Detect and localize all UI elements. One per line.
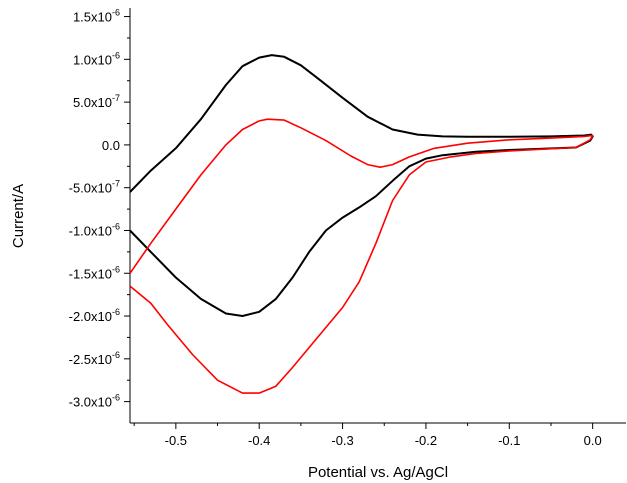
- x-tick-label: -0.2: [415, 433, 437, 448]
- y-tick-label: 0.0: [102, 138, 120, 153]
- x-tick-label: -0.5: [165, 433, 187, 448]
- y-tick-label: 1.0x10-6: [73, 50, 120, 67]
- y-tick-label: -5.0x10-7: [69, 179, 120, 196]
- y-tick-label: -1.0x10-6: [69, 221, 120, 238]
- x-tick-label: -0.4: [248, 433, 270, 448]
- x-tick-label: -0.3: [331, 433, 353, 448]
- y-tick-label: 1.5x10-6: [73, 8, 120, 25]
- y-tick-label: 5.0x10-7: [73, 93, 120, 110]
- y-tick-label: -2.0x10-6: [69, 307, 120, 324]
- x-axis-title: Potential vs. Ag/AgCl: [308, 464, 448, 481]
- x-tick-label: -0.1: [498, 433, 520, 448]
- series-layer: [129, 54, 594, 394]
- y-ticks: 1.5x10-6 1.0x10-6 5.0x10-7 0.0 -5.0x10-7 -1.0…: [69, 8, 130, 410]
- y-tick-label: -2.5x10-6: [69, 350, 120, 367]
- x-ticks: -0.5 -0.4 -0.3 -0.2 -0.1 0.0: [133, 423, 602, 448]
- y-tick-label: -1.5x10-6: [69, 264, 120, 281]
- series-line-2: [129, 118, 594, 394]
- x-tick-label: 0.0: [584, 433, 602, 448]
- plot-area: 1.5x10-6 1.0x10-6 5.0x10-7 0.0 -5.0x10-7 -1.0…: [69, 8, 626, 448]
- y-tick-label: -3.0x10-6: [69, 393, 120, 410]
- y-axis-title: Current/A: [10, 184, 27, 248]
